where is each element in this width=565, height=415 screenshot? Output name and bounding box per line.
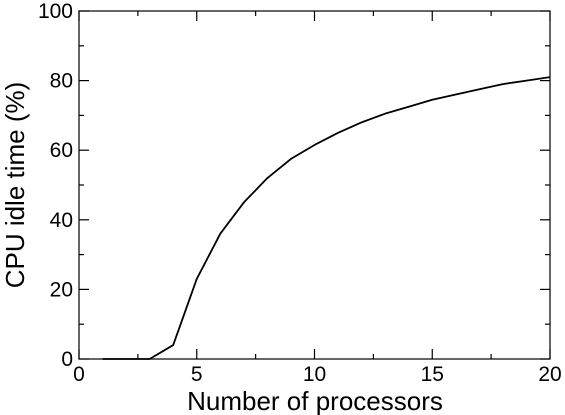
x-tick-label: 0 [73,363,85,386]
y-tick-label: 60 [50,139,73,162]
x-tick-label: 20 [538,363,561,386]
y-tick-label: 20 [50,278,73,301]
x-tick-label: 15 [421,363,444,386]
x-tick-label: 5 [191,363,203,386]
y-axis-ticks: 0 20 40 60 80 100 [38,0,550,371]
y-tick-label: 0 [61,348,73,371]
y-tick-label: 100 [38,0,73,23]
x-axis-label: Number of processors [187,386,443,415]
y-tick-label: 40 [50,209,73,232]
series-layer [102,76,551,360]
y-axis-label: CPU idle time (%) [0,82,30,289]
y-tick-label: 80 [50,70,73,93]
series-line-1 [102,76,551,360]
x-tick-label: 10 [303,363,326,386]
plot-frame [78,10,551,360]
x-axis-ticks: 0 5 10 15 20 [73,11,562,386]
